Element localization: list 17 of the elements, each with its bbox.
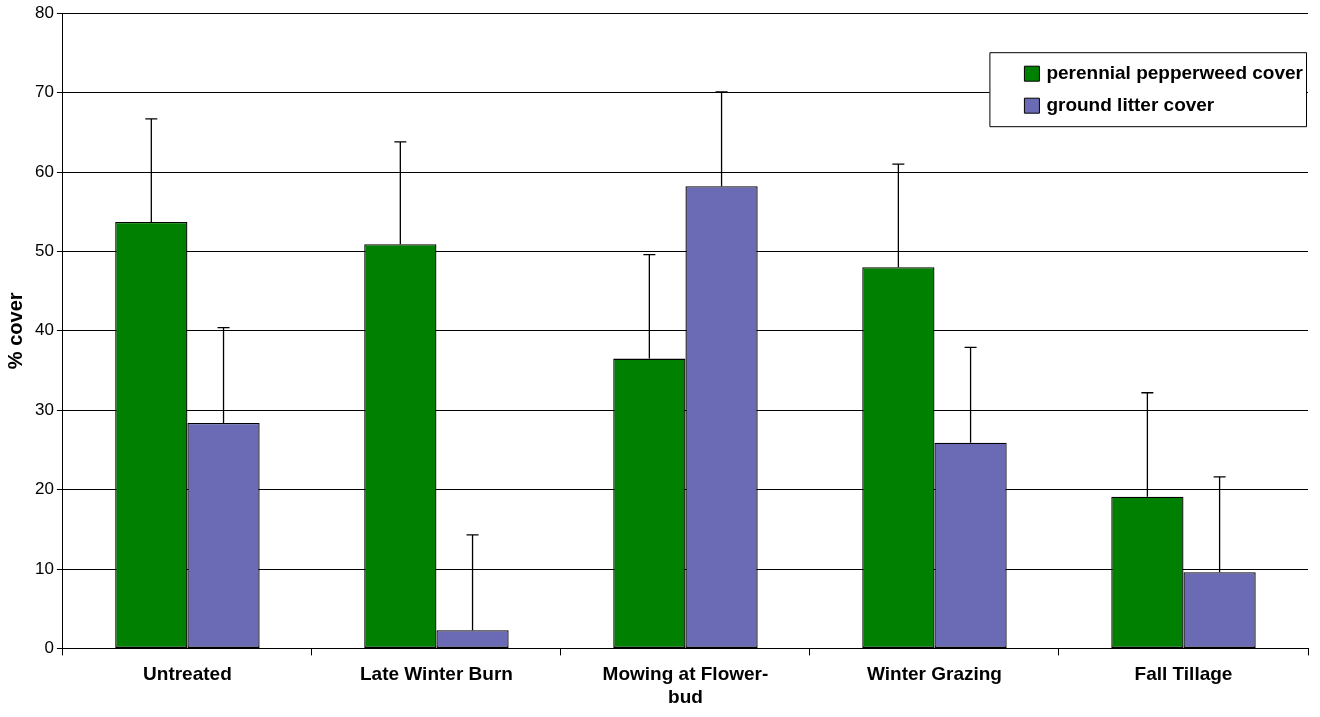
x-tick-label: Mowing at Flower-bud bbox=[602, 663, 769, 707]
x-tick-label: Late Winter Burn bbox=[359, 663, 513, 685]
y-tick-label: 10 bbox=[34, 558, 54, 578]
y-tick-label: 70 bbox=[34, 82, 54, 102]
y-tick-label: 20 bbox=[34, 479, 54, 499]
y-tick-label: 50 bbox=[34, 241, 54, 261]
y-tick-label: 30 bbox=[34, 399, 54, 419]
x-tick-label: Winter Grazing bbox=[867, 663, 1002, 685]
legend-label: ground litter cover bbox=[1046, 94, 1215, 116]
y-tick-label: 40 bbox=[34, 320, 54, 340]
legend-label: perennial pepperweed cover bbox=[1046, 62, 1304, 84]
y-tick-label: 0 bbox=[44, 638, 54, 658]
x-tick-label: Fall Tillage bbox=[1134, 663, 1233, 685]
y-axis-title: % cover bbox=[3, 292, 26, 370]
y-tick-label: 60 bbox=[34, 161, 54, 181]
x-tick-label: Untreated bbox=[143, 663, 232, 685]
y-tick-label: 80 bbox=[34, 2, 54, 22]
